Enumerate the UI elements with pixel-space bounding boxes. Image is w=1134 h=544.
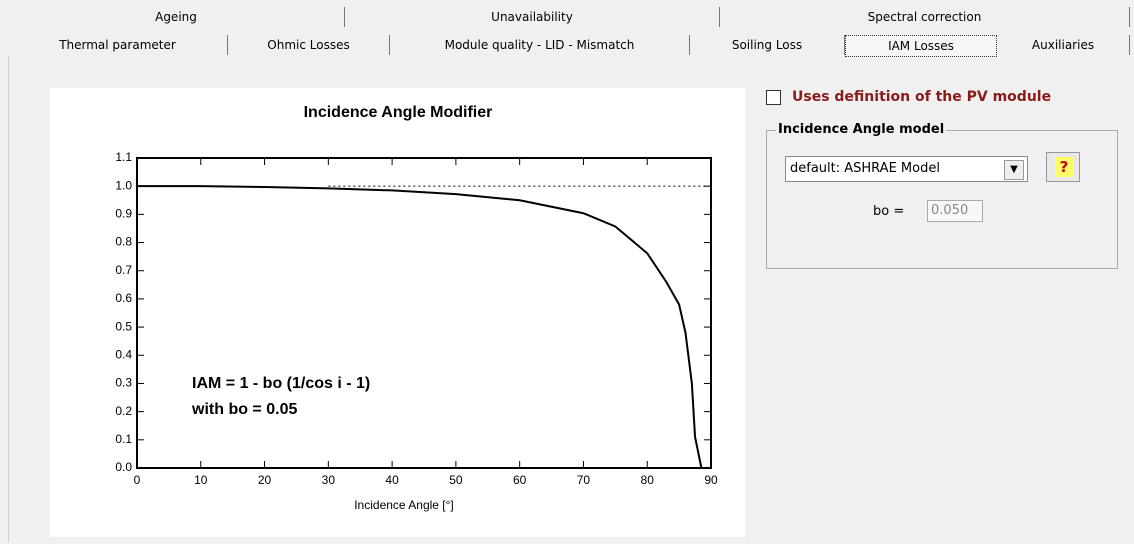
y-tick-label: 0.7 [115,263,132,277]
y-tick-label: 1.1 [115,150,132,164]
x-tick-label: 40 [385,473,399,487]
y-tick-label: 0.5 [115,319,132,333]
x-tick-label: 50 [449,473,463,487]
x-tick-label: 0 [134,473,141,487]
x-tick-label: 60 [513,473,527,487]
x-tick-label: 10 [194,473,208,487]
y-tick-label: 0.2 [115,404,132,418]
annotation: IAM = 1 - bo (1/cos i - 1) [192,375,370,392]
chart-background [50,88,745,537]
tab[interactable]: Ohmic Losses [228,35,390,55]
dropdown-text: default: ASHRAE Model [790,161,940,176]
tab[interactable]: Ageing [8,7,345,27]
x-axis-label: Incidence Angle [°] [354,498,454,512]
tab[interactable]: Auxiliaries [997,35,1130,55]
x-tick-label: 30 [322,473,336,487]
iam-curve [137,185,703,469]
x-tick-label: 70 [577,473,591,487]
y-tick-label: 1.0 [115,178,132,192]
tab[interactable]: Thermal parameter [8,35,228,55]
x-tick-label: 90 [704,473,718,487]
x-tick-label: 20 [258,473,272,487]
tab[interactable]: Module quality - LID - Mismatch [390,35,690,55]
group-title: Incidence Angle model [776,122,947,137]
tab[interactable]: Soiling Loss [690,35,845,55]
y-tick-label: 0.4 [115,347,132,361]
chart-title: Incidence Angle Modifier [304,104,493,121]
chart: Incidence Angle Modifier Incidence Angle… [50,88,745,537]
x-tick-label: 80 [641,473,655,487]
checkbox[interactable] [766,90,781,105]
y-tick-label: 0.3 [115,376,132,390]
tab-panel [8,56,1133,542]
y-tick-label: 0.9 [115,207,132,221]
bo-label: bo = [873,204,905,219]
tab[interactable]: Unavailability [345,7,720,27]
checkbox-label[interactable]: Uses definition of the PV module [792,89,1052,105]
bo-input[interactable]: 0.050 [927,200,983,222]
y-tick-label: 0.6 [115,291,132,305]
annotation: with bo = 0.05 [191,401,297,418]
tab[interactable]: Spectral correction [720,7,1130,27]
tab[interactable]: IAM Losses [845,35,997,57]
help-icon: ? [1055,157,1073,177]
help-button[interactable]: ? [1046,152,1080,182]
y-tick-label: 0.8 [115,235,132,249]
plot-frame [136,157,712,469]
y-tick-label: 0.1 [115,432,132,446]
dropdown-arrow[interactable]: ▼ [1004,160,1024,180]
y-tick-label: 0.0 [115,460,132,474]
dropdown[interactable]: default: ASHRAE Model ▼ [785,156,1028,182]
